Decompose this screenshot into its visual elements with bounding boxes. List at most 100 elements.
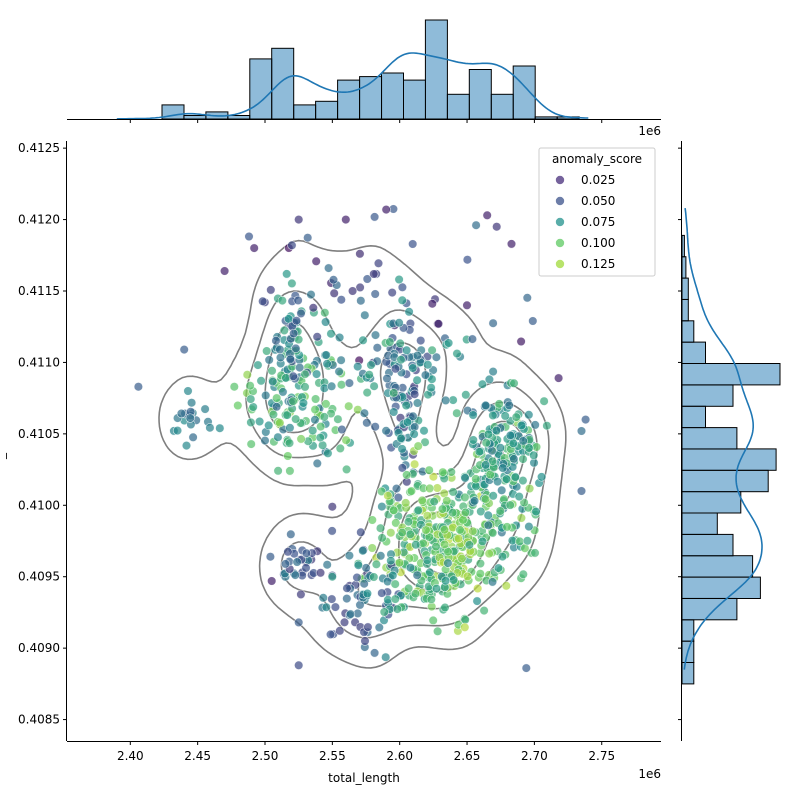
scatter-point <box>494 399 504 409</box>
scatter-point <box>344 401 354 411</box>
scatter-point <box>376 551 386 561</box>
scatter-point <box>497 485 507 495</box>
scatter-point <box>285 354 296 364</box>
scatter-point <box>329 288 339 298</box>
scatter-point <box>427 345 437 355</box>
right-histogram-bar <box>681 234 685 258</box>
scatter-point <box>471 474 481 484</box>
scatter-point <box>381 205 391 215</box>
legend-label: 0.075 <box>581 215 615 229</box>
scatter-point <box>439 525 450 535</box>
scatter-point <box>468 410 478 420</box>
legend-marker <box>555 217 565 227</box>
scatter-point <box>412 375 422 385</box>
scatter-point <box>524 483 535 494</box>
scatter-point <box>472 596 482 606</box>
scatter-point <box>273 432 283 442</box>
scatter-point <box>326 329 336 339</box>
scatter-point <box>275 353 286 363</box>
scatter-point <box>432 483 442 493</box>
scatter-point <box>310 405 320 415</box>
right-histogram-bar <box>681 533 734 557</box>
scatter-point <box>369 572 379 582</box>
top-histogram-bar <box>315 100 339 120</box>
scatter-point <box>498 463 508 473</box>
top-histogram-bar <box>512 65 536 120</box>
scatter-point <box>282 410 292 420</box>
scatter-point <box>506 239 517 249</box>
y-tick-label: 0.4125 <box>18 141 60 155</box>
scatter-point <box>476 506 486 517</box>
scatter-point <box>327 526 337 536</box>
scatter-point <box>391 484 402 494</box>
right-histogram-bar <box>681 277 689 301</box>
scatter-point <box>397 527 407 538</box>
scatter-point <box>286 529 296 539</box>
scatter-point <box>335 626 345 636</box>
scatter-point <box>308 426 318 436</box>
scatter-point <box>529 450 539 460</box>
right-histogram-bar <box>681 341 706 365</box>
scatter-point <box>282 269 292 279</box>
scatter-point <box>319 412 329 422</box>
y-tick-label: 0.4090 <box>18 641 60 655</box>
legend-marker <box>555 175 565 185</box>
scatter-point <box>460 622 470 632</box>
scatter-point <box>246 439 256 449</box>
scatter-point <box>264 420 274 431</box>
scatter-point <box>408 239 418 249</box>
scatter-point <box>420 370 431 380</box>
scatter-point <box>308 303 318 313</box>
scatter-point <box>327 572 337 582</box>
scatter-point <box>404 307 414 317</box>
scatter-point <box>359 408 370 418</box>
scatter-point <box>267 366 277 376</box>
scatter-point <box>475 558 486 569</box>
top-kde-curve <box>116 52 589 120</box>
scatter-point <box>428 615 438 626</box>
scatter-point <box>323 448 333 458</box>
scatter-point <box>417 495 427 506</box>
scatter-point <box>377 486 387 497</box>
scatter-point <box>403 517 414 527</box>
scatter-point <box>318 440 328 450</box>
scatter-point <box>386 556 396 566</box>
scatter-point <box>320 308 330 318</box>
scatter-point <box>290 570 300 580</box>
scatter-point <box>312 369 322 379</box>
scatter-point <box>412 398 423 408</box>
scatter-point <box>344 550 355 561</box>
right-histogram-bar <box>681 363 781 386</box>
scatter-point <box>422 511 433 521</box>
scatter-point <box>406 486 417 496</box>
scatter-point <box>440 602 450 613</box>
scatter-point <box>388 570 398 581</box>
scatter-point <box>522 536 533 546</box>
scatter-point <box>383 491 393 501</box>
scatter-point <box>264 355 274 365</box>
scatter-point <box>362 588 373 599</box>
right-histogram-bar <box>681 469 769 493</box>
scatter-point <box>397 295 407 305</box>
scatter-point <box>215 423 225 433</box>
scatter-point <box>390 579 400 589</box>
scatter-point <box>260 436 270 446</box>
scatter-point <box>484 548 494 559</box>
scatter-point <box>244 231 254 242</box>
legend-frame <box>538 147 656 277</box>
top-histogram-bar <box>227 115 251 120</box>
right-histogram-bar <box>681 576 761 599</box>
x-axis-label: total_length <box>328 771 400 785</box>
scatter-point <box>321 399 331 409</box>
right-histogram-bar <box>681 597 738 621</box>
top-histogram-bar <box>183 115 207 120</box>
scatter-point <box>467 334 478 344</box>
scatter-point <box>370 289 380 299</box>
scatter-point <box>379 607 389 617</box>
scatter-point <box>306 290 316 300</box>
scatter-point <box>360 636 370 646</box>
scatter-point <box>358 546 368 556</box>
scatter-point <box>359 579 369 589</box>
scatter-point <box>369 381 379 391</box>
